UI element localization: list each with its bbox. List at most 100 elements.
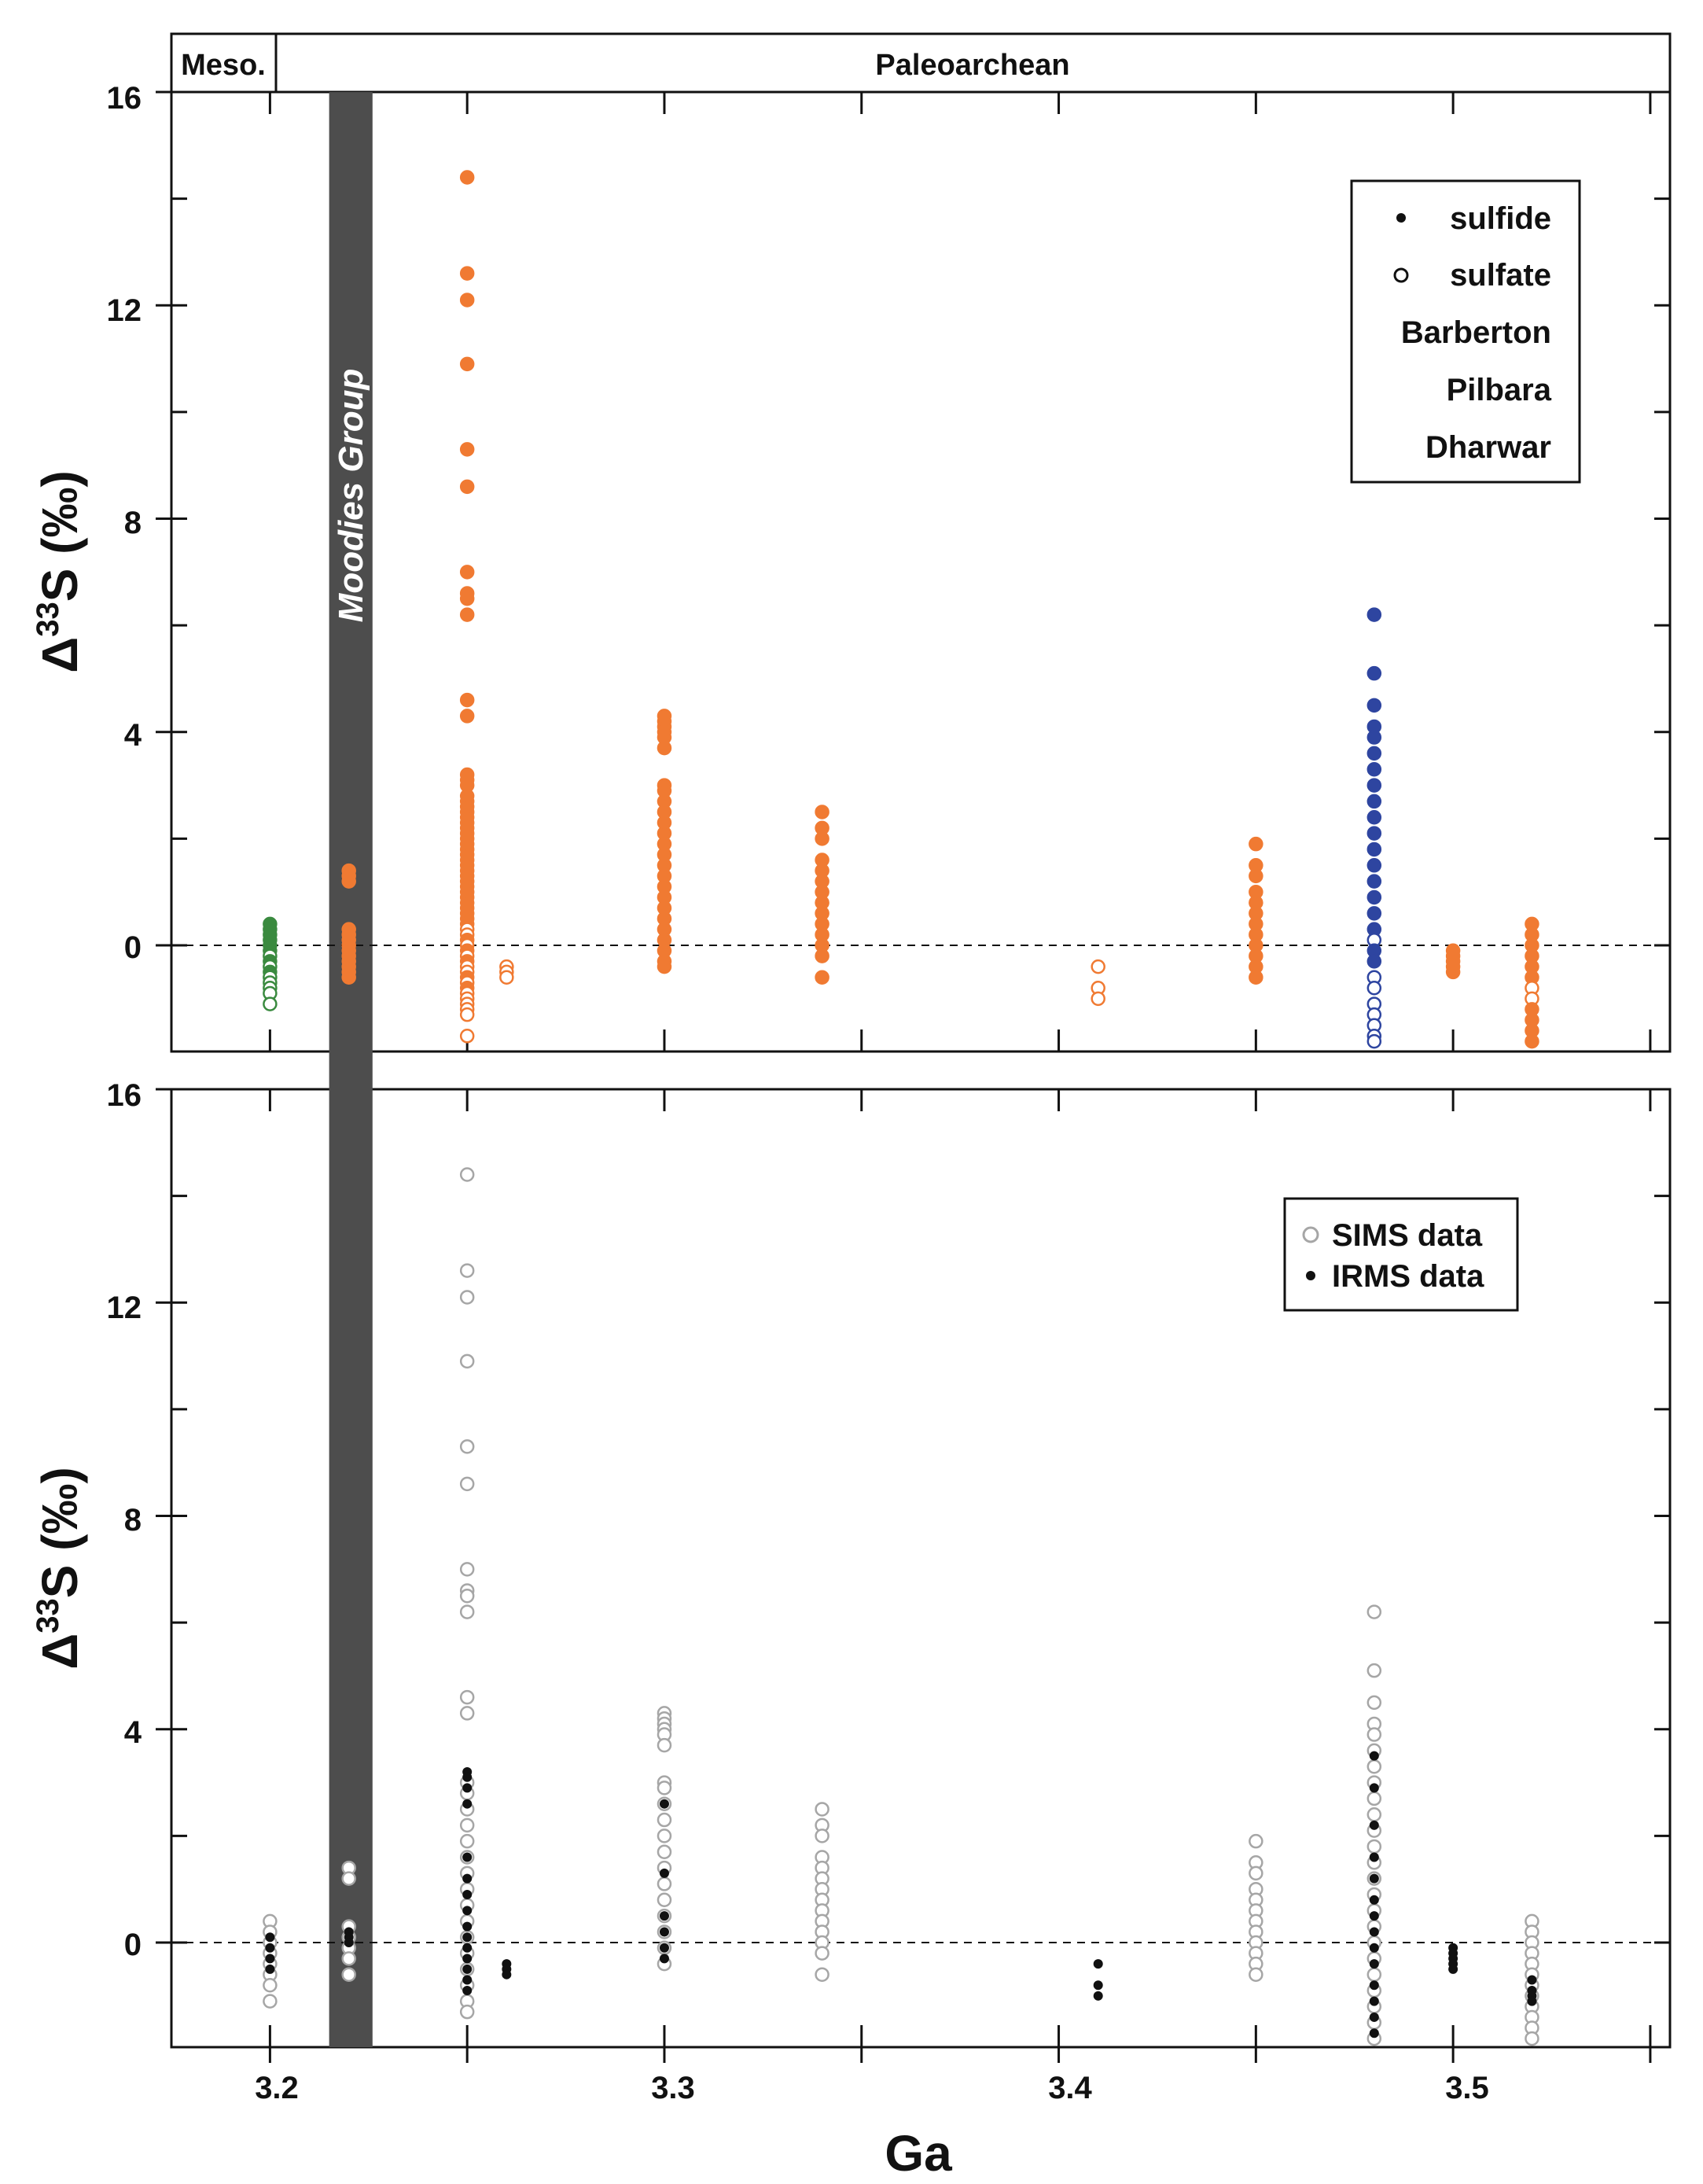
point-pilbara-sulfate xyxy=(1366,1033,1382,1049)
point-barberton-sulfate xyxy=(459,1007,475,1022)
point-sims xyxy=(459,1476,475,1492)
ytick-label-bottom-4: 4 xyxy=(124,1715,142,1750)
point-barberton-sulfide xyxy=(657,959,672,974)
y-axis-title-bottom-sup: 33 xyxy=(31,1598,65,1633)
point-barberton-sulfide xyxy=(1525,1033,1539,1049)
point-irms xyxy=(462,1975,473,1985)
point-irms xyxy=(265,1943,275,1953)
point-irms xyxy=(659,1954,669,1964)
ticks-bottom xyxy=(156,1088,1670,2063)
point-sims xyxy=(1249,1865,1263,1881)
point-pilbara-sulfide xyxy=(1366,665,1382,681)
point-irms xyxy=(265,1964,275,1974)
point-sims xyxy=(657,1829,672,1843)
point-barberton-sulfide xyxy=(1249,868,1263,884)
y-axis-title-bottom: Δ33S (‰) xyxy=(31,1467,88,1670)
point-irms xyxy=(462,1964,473,1974)
legend-label-dharwar: Dharwar xyxy=(1425,430,1551,465)
point-barberton-sulfide xyxy=(815,831,829,846)
point-irms xyxy=(1369,1980,1379,1991)
moodies-group-label: Moodies Group xyxy=(332,369,370,623)
point-irms xyxy=(462,1799,473,1809)
point-barberton-sulfide xyxy=(815,805,829,819)
point-irms xyxy=(462,1852,473,1862)
y-axis-title-top-suffix: S (‰) xyxy=(31,470,88,602)
point-barberton-sulfide xyxy=(459,591,475,606)
point-irms xyxy=(659,1943,669,1953)
point-barberton-sulfide xyxy=(459,442,475,457)
point-irms xyxy=(1369,1783,1379,1793)
point-barberton-sulfide xyxy=(459,607,475,622)
point-sims xyxy=(459,1833,475,1849)
point-sims xyxy=(815,1829,829,1843)
point-irms xyxy=(502,1969,512,1980)
era-label-paleoarchean: Paleoarchean xyxy=(875,49,1069,82)
point-sims xyxy=(815,1946,829,1961)
point-barberton-sulfide xyxy=(815,948,829,963)
point-irms xyxy=(1369,1873,1379,1884)
point-barberton-sulfate xyxy=(499,970,514,985)
era-label-meso: Meso. xyxy=(181,49,266,82)
moodies-group-band xyxy=(329,92,373,2047)
point-pilbara-sulfide xyxy=(1366,906,1382,921)
point-irms xyxy=(462,1772,473,1782)
xtick-label-3-4: 3.4 xyxy=(1048,2071,1092,2105)
point-sims xyxy=(459,1290,475,1305)
point-pilbara-sulfide xyxy=(1366,761,1382,777)
point-irms xyxy=(1093,1991,1103,2001)
point-sims xyxy=(815,1802,829,1817)
point-pilbara-sulfide xyxy=(1366,607,1382,622)
point-irms xyxy=(462,1921,473,1932)
point-irms xyxy=(1369,1895,1379,1905)
point-sims xyxy=(341,1871,356,1886)
point-sims xyxy=(1366,1759,1382,1774)
point-sims xyxy=(1249,1833,1263,1849)
legend-bottom-box xyxy=(1283,1197,1519,1312)
point-sims xyxy=(657,1892,672,1907)
point-sims xyxy=(1366,1967,1382,1982)
point-irms xyxy=(1093,1959,1103,1969)
point-irms xyxy=(1448,1964,1458,1974)
point-sims xyxy=(1366,1604,1382,1619)
point-sims xyxy=(657,1844,672,1859)
point-irms xyxy=(1369,1911,1379,1921)
point-irms xyxy=(659,1799,669,1809)
point-irms xyxy=(462,1873,473,1884)
point-irms xyxy=(1369,2028,1379,2039)
xtick-label-3-5: 3.5 xyxy=(1445,2071,1489,2105)
point-irms xyxy=(1369,1927,1379,1937)
point-sims xyxy=(1366,1663,1382,1678)
point-sims xyxy=(459,1167,475,1182)
x-axis-title: Ga xyxy=(885,2125,952,2182)
point-pilbara-sulfide xyxy=(1366,858,1382,873)
y-axis-title-top-sup: 33 xyxy=(31,602,65,637)
point-pilbara-sulfide xyxy=(1366,778,1382,793)
point-pilbara-sulfide xyxy=(1366,810,1382,825)
ytick-label-bottom-8: 8 xyxy=(124,1503,142,1538)
ytick-label-top-4: 4 xyxy=(124,718,142,753)
point-sims xyxy=(459,1263,475,1278)
point-barberton-sulfide xyxy=(1249,836,1263,852)
point-pilbara-sulfide xyxy=(1366,954,1382,969)
ytick-label-top-8: 8 xyxy=(124,506,142,540)
legend-label-pilbara: Pilbara xyxy=(1447,373,1552,407)
point-barberton-sulfide xyxy=(341,874,356,889)
point-sims xyxy=(815,1967,829,1982)
point-pilbara-sulfide xyxy=(1366,746,1382,761)
point-pilbara-sulfate xyxy=(1366,981,1382,996)
legend-marker-sulfate xyxy=(1393,267,1409,283)
points-top xyxy=(263,170,1539,1049)
point-pilbara-sulfide xyxy=(1366,730,1382,745)
ytick-label-top-16: 16 xyxy=(107,81,142,116)
point-sims xyxy=(459,1439,475,1454)
y-axis-title-top: Δ33S (‰) xyxy=(31,470,88,673)
xtick-label-3-2: 3.2 xyxy=(255,2071,299,2105)
legend-label-sulfide: sulfide xyxy=(1450,201,1551,236)
y-axis-title-bottom-prefix: Δ xyxy=(31,1633,88,1670)
point-irms xyxy=(1369,1751,1379,1761)
point-irms xyxy=(1527,1975,1537,1985)
point-barberton-sulfide xyxy=(1445,964,1461,980)
point-sims xyxy=(459,2004,475,2020)
point-irms xyxy=(1369,1820,1379,1830)
